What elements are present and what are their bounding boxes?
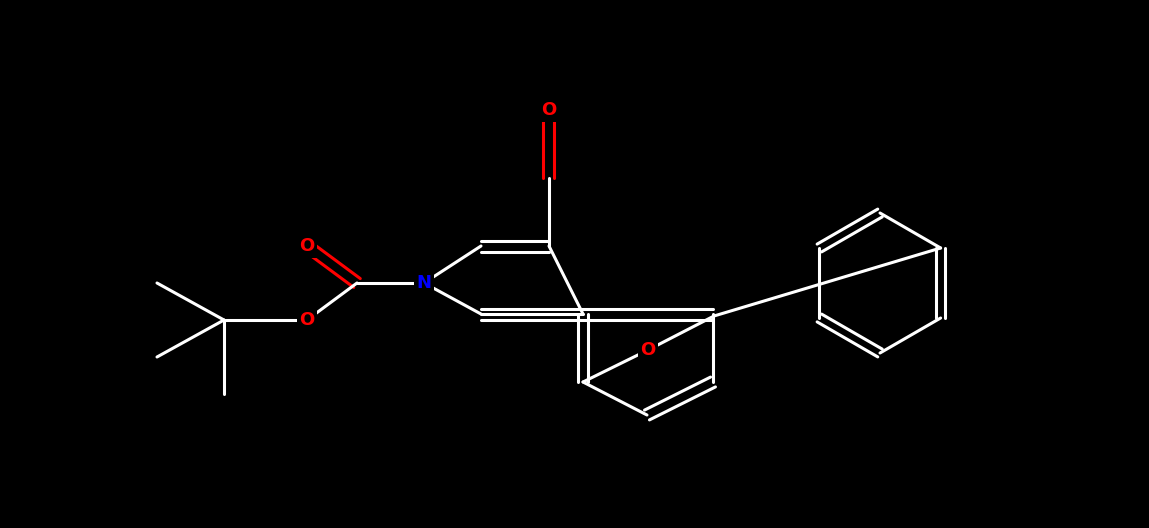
Text: O: O: [300, 311, 315, 329]
Text: O: O: [541, 101, 556, 119]
Text: O: O: [640, 341, 656, 359]
Text: N: N: [416, 274, 432, 292]
Text: O: O: [300, 237, 315, 255]
